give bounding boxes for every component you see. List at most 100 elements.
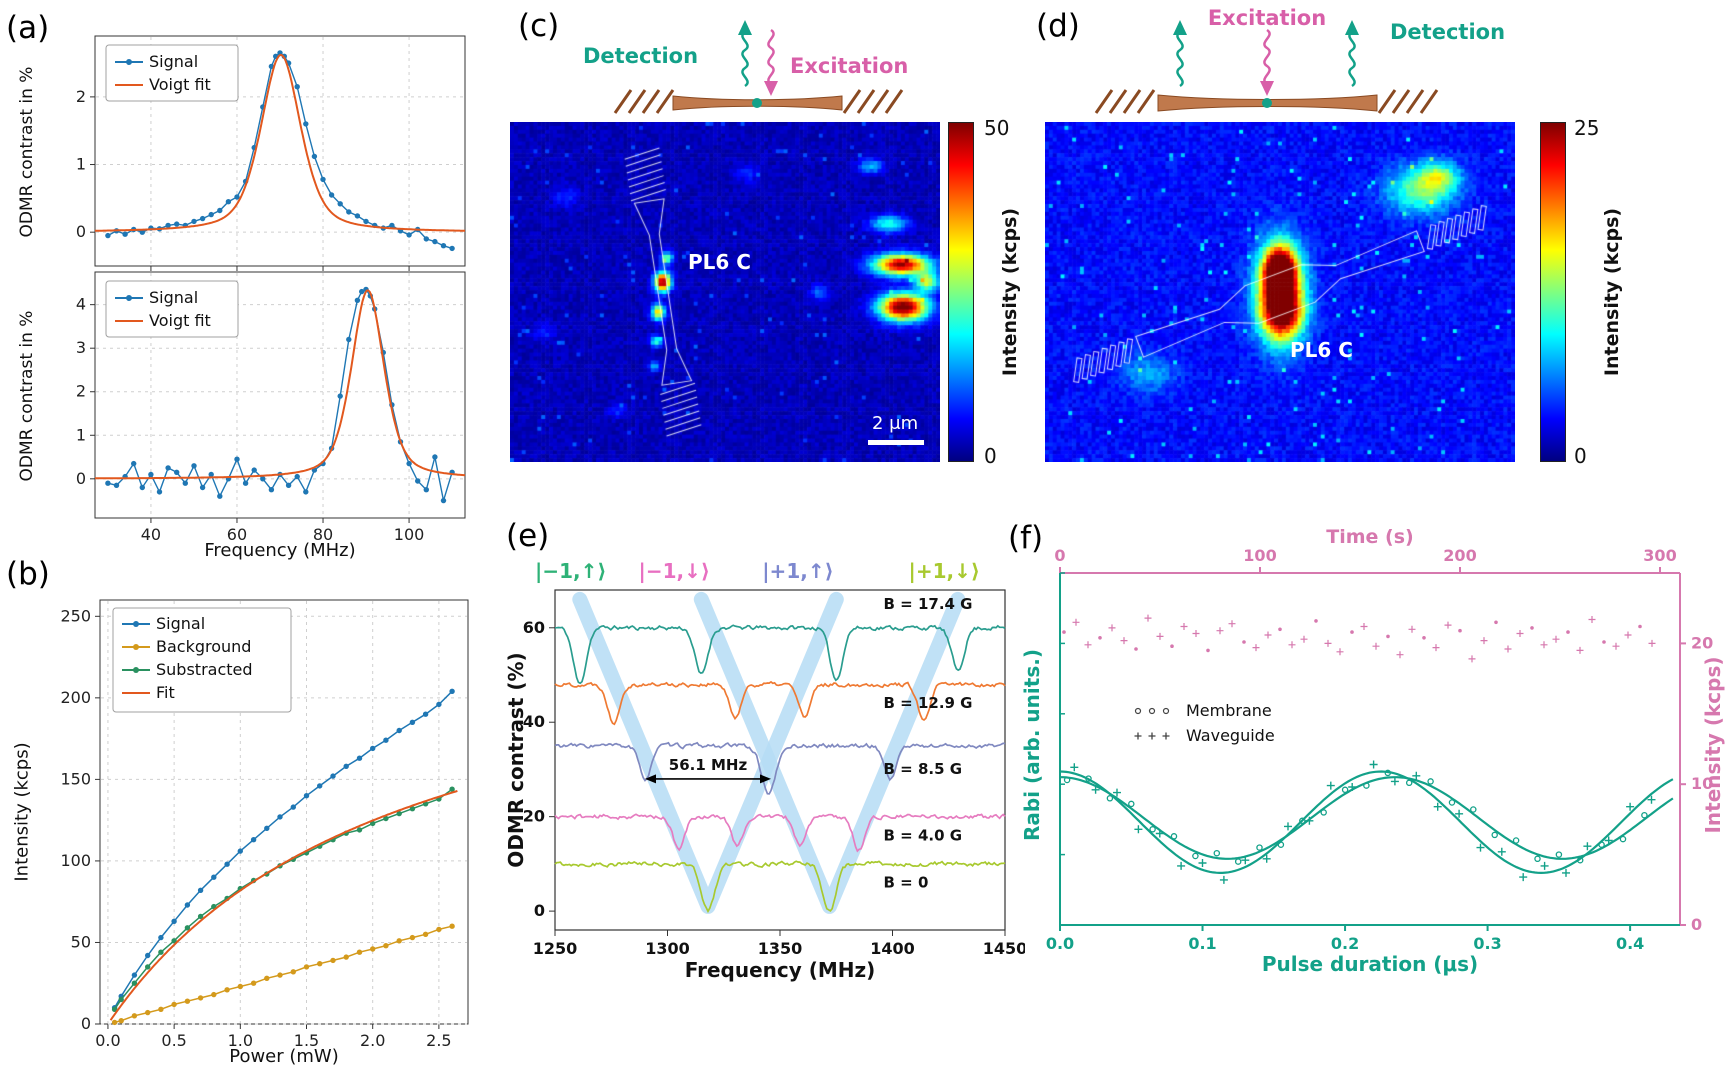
y-tick-label: 4 (76, 295, 86, 314)
field-label: B = 8.5 G (884, 760, 963, 778)
waveguide-point (1583, 842, 1592, 851)
y-tick-label: 0 (534, 901, 545, 920)
legend-marker (1162, 707, 1170, 715)
series-point (449, 923, 455, 929)
series-point (111, 1019, 118, 1026)
panel-e-chart: 1250 1300 1350 1400 1450 0 20 40 60 B = 17.4 G B =… (523, 559, 1025, 958)
signal-point (234, 456, 240, 462)
membrane-point (1170, 833, 1178, 840)
signal-point (432, 238, 438, 245)
c-colorbar-max: 50 (984, 116, 1010, 140)
series-point (356, 827, 363, 833)
x-tick-label: 80 (313, 525, 333, 544)
excitation-arrowhead-icon (1260, 81, 1274, 96)
intensity-point (1516, 630, 1524, 637)
series-point (224, 987, 230, 993)
series-point (211, 874, 217, 880)
membrane-point (1363, 782, 1370, 789)
d-sample-label: PL6 C (1290, 338, 1353, 362)
waveguide-point (1476, 843, 1485, 852)
top-tick-label: 0 (1054, 546, 1065, 565)
legend-marker-dot (133, 667, 139, 673)
y-tick-label: 60 (523, 618, 545, 637)
membrane-point (1085, 775, 1092, 782)
membrane-point (1555, 851, 1563, 858)
series-point (436, 926, 442, 933)
spin-state-label: |+1,↓⟩ (909, 559, 980, 583)
c-scale-label: 2 μm (872, 413, 919, 434)
a-bottom-y-axis-title: ODMR contrast in % (17, 310, 37, 482)
detection-arrowhead-icon (1345, 20, 1359, 35)
x-tick-label: 0.0 (1046, 934, 1074, 953)
intensity-point (1458, 628, 1462, 633)
colorbar-c (948, 122, 974, 462)
intensity-point (1480, 637, 1488, 645)
signal-point (225, 199, 232, 205)
signal-point (148, 471, 154, 478)
x-tick-label: 100 (394, 525, 425, 544)
panel-c-schematic (613, 20, 904, 114)
signal-point (182, 480, 188, 486)
signal-point (260, 476, 266, 482)
intensity-point (1120, 637, 1128, 645)
signal-point (406, 232, 412, 238)
membrane-point (1641, 811, 1648, 819)
signal-point (199, 484, 206, 491)
membrane-point (1427, 778, 1434, 785)
defect-dot (752, 98, 762, 108)
y-tick-label: 0 (76, 222, 86, 241)
signal-point (174, 221, 180, 227)
top-tick-label: 300 (1643, 546, 1676, 565)
arrowhead-left-icon (645, 774, 656, 784)
right-tick-label: 20 (1691, 633, 1713, 652)
legend-marker (1134, 707, 1142, 715)
signal-point (354, 297, 361, 303)
intensity-point (1072, 618, 1080, 626)
intensity-point (1588, 616, 1596, 623)
odmr-trace (554, 624, 1006, 685)
intensity-point (1180, 623, 1188, 630)
panel-e-label: (e) (506, 518, 550, 554)
y-tick-label: 200 (60, 688, 91, 707)
series-point (250, 837, 257, 843)
series-point (264, 975, 270, 981)
d-detection-label: Detection (1390, 20, 1506, 44)
signal-point (131, 460, 137, 467)
signal-point (328, 192, 335, 198)
waveguide-point (1134, 825, 1143, 834)
signal-point (105, 232, 111, 239)
intensity-point (1300, 635, 1308, 643)
waveguide-point (1348, 783, 1357, 791)
series-point (184, 925, 191, 931)
detection-wave-icon (1348, 30, 1356, 88)
x-tick-label: 40 (141, 525, 161, 544)
transition-band (572, 591, 844, 914)
clamp-hatch-right (842, 89, 904, 114)
intensity-point (1386, 634, 1390, 639)
intensity-point (1408, 625, 1416, 633)
c-colorbar-min: 0 (984, 444, 997, 468)
intensity-point (1612, 642, 1620, 650)
series-point (197, 995, 204, 1001)
membrane-point (1619, 835, 1627, 843)
series-point (303, 793, 310, 799)
waveguide-point (1155, 829, 1164, 838)
legend-marker (1148, 732, 1156, 740)
x-tick-label: 1400 (870, 939, 915, 958)
field-label: B = 4.0 G (884, 826, 963, 844)
waveguide-point (1113, 788, 1121, 797)
signal-point (242, 480, 249, 486)
intensity-point (1576, 646, 1584, 654)
series-point (118, 996, 124, 1003)
membrane-point (1277, 841, 1285, 848)
field-label: B = 12.9 G (884, 694, 973, 712)
series-point (145, 952, 151, 959)
top-tick-label: 100 (1243, 546, 1276, 565)
series-point (317, 783, 323, 789)
series-point (290, 804, 296, 810)
membrane-point (1299, 817, 1306, 825)
series-point (409, 719, 416, 725)
x-tick-label: 0.5 (161, 1031, 186, 1050)
waveguide-point (1091, 785, 1100, 794)
c-excitation-label: Excitation (790, 54, 909, 78)
